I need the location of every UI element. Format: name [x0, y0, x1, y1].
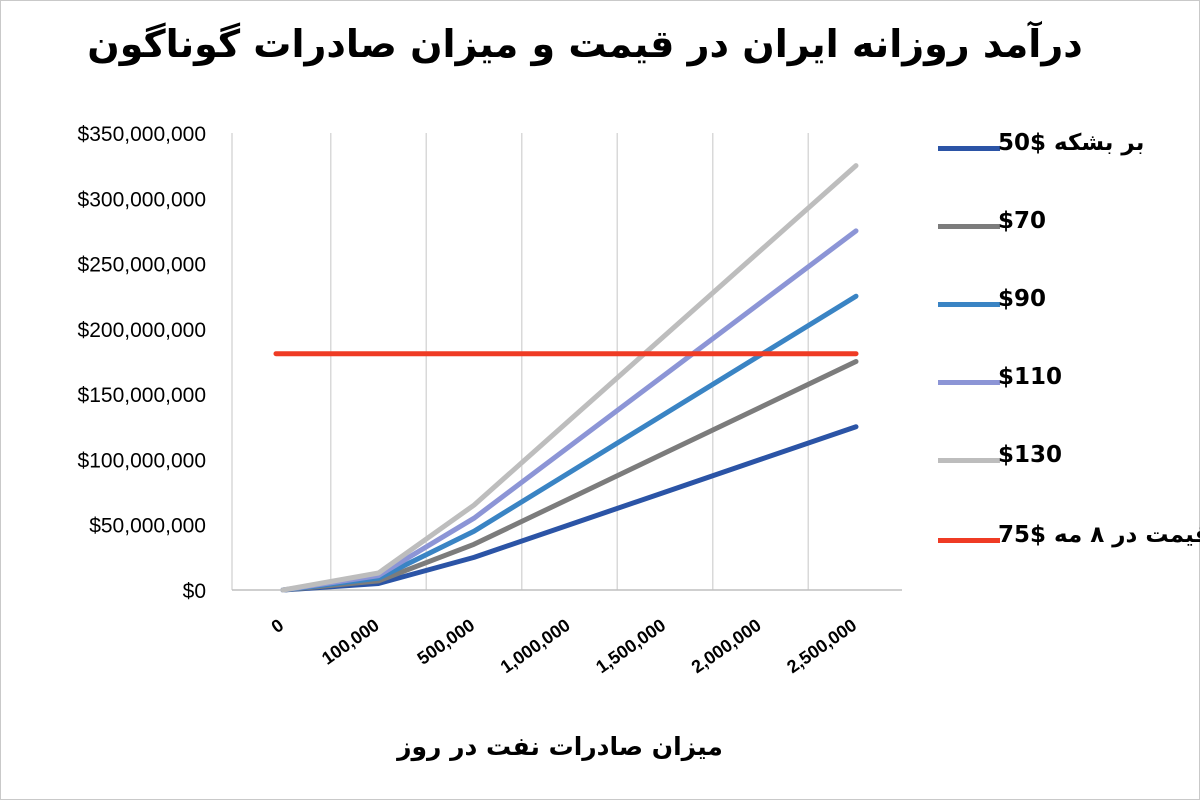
- series-line: [280, 359, 859, 593]
- y-tick-label: $100,000,000: [78, 449, 206, 472]
- y-tick-label: $200,000,000: [78, 319, 206, 342]
- legend-swatch: [938, 458, 1000, 463]
- x-tick-label: 0: [268, 615, 288, 637]
- x-axis-ticks: 0 100,000 500,000 1,000,000 1,500,000 2,000,0…: [268, 615, 861, 677]
- legend-swatch: [938, 146, 1000, 151]
- series-line: [280, 293, 859, 593]
- x-axis-title: میزان صادرات نفت در روز: [397, 732, 723, 761]
- x-tick-label: 1,500,000: [592, 615, 669, 677]
- legend-item: قیمت در ۸ مه $75: [938, 520, 1200, 560]
- legend-swatch: [938, 538, 1000, 543]
- legend-label: $70: [998, 208, 1047, 234]
- series-line: [280, 424, 859, 593]
- series-line: [280, 163, 859, 593]
- legend-item: $90: [938, 284, 1200, 324]
- x-tick-label: 500,000: [414, 615, 479, 669]
- legend-label: $110: [998, 364, 1063, 390]
- grid-lines: [231, 133, 902, 591]
- y-axis-ticks: $0 $50,000,000 $100,000,000 $150,000,000 $20…: [78, 123, 206, 603]
- legend-item: بر بشکه $50: [938, 128, 1200, 168]
- y-tick-label: $350,000,000: [78, 123, 206, 146]
- x-tick-label: 2,500,000: [783, 615, 860, 677]
- chart-title: درآمد روزانه ایران در قیمت و میزان صادرا…: [87, 22, 1083, 66]
- legend-swatch: [938, 380, 1000, 385]
- x-tick-label: 2,000,000: [688, 615, 765, 677]
- legend-item: $130: [938, 440, 1200, 480]
- series-line: [280, 228, 859, 593]
- legend-swatch: [938, 302, 1000, 307]
- legend-item: $70: [938, 206, 1200, 246]
- x-tick-label: 100,000: [318, 615, 383, 669]
- legend-label: بر بشکه $50: [998, 130, 1145, 156]
- y-tick-label: $0: [183, 580, 206, 603]
- y-tick-label: $50,000,000: [89, 515, 206, 538]
- legend-item: $110: [938, 362, 1200, 402]
- y-tick-label: $150,000,000: [78, 384, 206, 407]
- legend-label: $90: [998, 286, 1047, 312]
- legend-swatch: [938, 224, 1000, 229]
- legend-label: قیمت در ۸ مه $75: [998, 522, 1200, 548]
- x-tick-label: 1,000,000: [497, 615, 574, 677]
- y-tick-label: $250,000,000: [78, 254, 206, 277]
- y-tick-label: $300,000,000: [78, 188, 206, 211]
- legend-label: $130: [998, 442, 1063, 468]
- series-lines: [273, 163, 859, 593]
